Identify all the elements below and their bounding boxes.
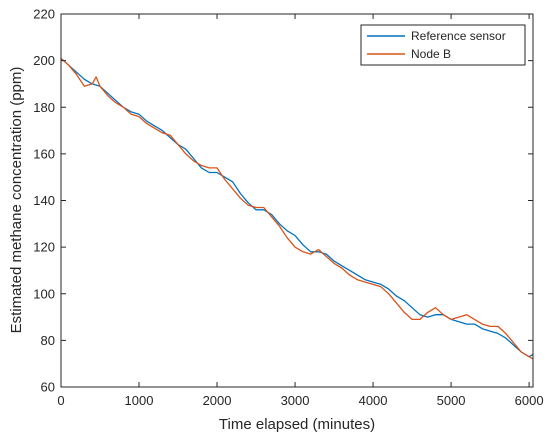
series-line-node-b	[60, 57, 534, 360]
x-tick-label: 3000	[281, 393, 310, 408]
series-layer	[60, 57, 534, 360]
y-tick-label: 160	[33, 146, 55, 161]
y-tick-label: 60	[41, 380, 55, 395]
x-axis-label: Time elapsed (minutes)	[219, 416, 375, 433]
series-line-reference-sensor	[60, 57, 534, 358]
plot-background	[61, 14, 533, 387]
legend: Reference sensor Node B	[360, 24, 526, 66]
legend-box	[360, 24, 526, 66]
x-tick-label: 2000	[203, 393, 232, 408]
legend-label-reference-sensor: Reference sensor	[411, 29, 506, 43]
y-tick-label: 100	[33, 286, 55, 301]
x-tick-label: 5000	[437, 393, 466, 408]
tick-layer: 0 1000 2000 3000 4000 5000 6000 60 80 100 120 140 16…	[33, 7, 543, 409]
y-tick-label: 220	[33, 7, 55, 22]
x-tick-label: 4000	[359, 393, 388, 408]
x-tick-label: 1000	[125, 393, 154, 408]
legend-label-node-b: Node B	[411, 47, 451, 61]
y-tick-label: 120	[33, 240, 55, 255]
y-tick-label: 180	[33, 100, 55, 115]
y-tick-label: 200	[33, 53, 55, 68]
x-tick-label: 6000	[515, 393, 544, 408]
y-axis-label: Estimated methane concentration (ppm)	[8, 67, 25, 334]
y-tick-label: 140	[33, 193, 55, 208]
y-tick-label: 80	[41, 333, 55, 348]
x-tick-label: 0	[57, 393, 64, 408]
